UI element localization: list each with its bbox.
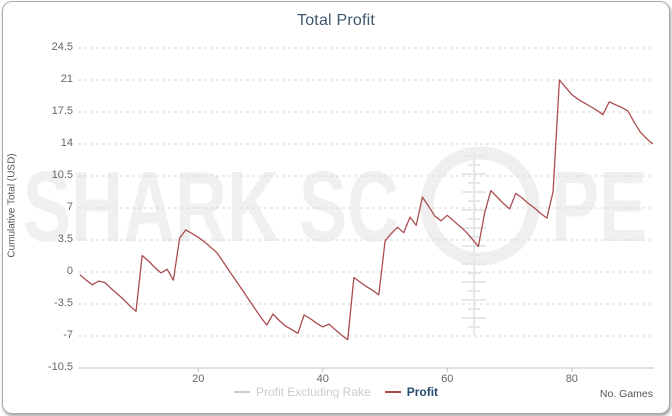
y-axis-tick-label: -3.5 xyxy=(54,297,73,309)
x-axis-tick-label: 60 xyxy=(441,373,454,385)
x-axis-title: No. Games xyxy=(599,388,653,400)
y-axis-tick-label: 17.5 xyxy=(51,105,73,117)
y-axis-tick-label: 14 xyxy=(60,137,73,149)
chart-title: Total Profit xyxy=(297,12,375,29)
y-axis-tick-label: 3.5 xyxy=(57,233,73,245)
legend-label: Profit xyxy=(406,385,439,399)
y-axis-tick-label: -10.5 xyxy=(47,361,73,373)
chart-legend: Profit Excluding Rake Profit xyxy=(3,385,669,399)
legend-line-icon xyxy=(384,391,401,393)
y-axis-title: Cumulative Total (USD) xyxy=(6,153,18,258)
legend-label: Profit Excluding Rake xyxy=(255,385,371,399)
y-axis-tick-label: 10.5 xyxy=(51,169,73,181)
x-axis-tick-label: 40 xyxy=(316,373,329,385)
x-axis-tick-label: 80 xyxy=(565,373,578,385)
legend-line-icon xyxy=(233,391,250,393)
y-axis-tick-label: -7 xyxy=(63,329,73,341)
x-axis-tick-label: 20 xyxy=(192,373,205,385)
y-axis-tick-label: 7 xyxy=(66,201,73,213)
series-line-profit xyxy=(79,79,654,341)
y-axis-tick-label: 24.5 xyxy=(51,41,73,53)
y-axis-tick-label: 21 xyxy=(60,73,73,85)
legend-item-profit[interactable]: Profit xyxy=(384,385,439,399)
y-axis-tick-label: 0 xyxy=(66,265,73,277)
profit-line-chart xyxy=(78,47,654,372)
legend-item-profit-excluding-rake[interactable]: Profit Excluding Rake xyxy=(233,385,371,399)
